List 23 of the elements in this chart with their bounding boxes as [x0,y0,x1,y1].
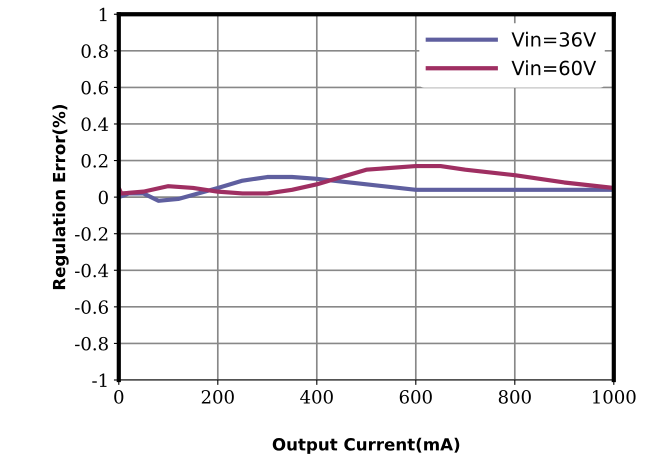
y-tick-label: 0.4 [82,117,108,132]
line-series [118,164,614,196]
x-axis-title: Output Current(mA) [272,438,460,454]
y-axis-title: Regulation Error(%) [52,105,69,290]
y-tick-label: -0.2 [75,227,108,241]
y-tick-label: 0.8 [82,44,108,58]
legend-label: Vin=36V [512,32,596,47]
x-tick-label: 600 [400,390,432,404]
line-series [118,174,614,203]
y-tick-label: 1 [100,8,107,22]
x-tick-label: 0 [114,390,124,404]
y-tick-label: 0.6 [82,80,108,95]
y-tick-label: -0.4 [75,264,108,278]
x-tick-label: 1000 [593,390,636,404]
x-tick-label: 400 [300,390,333,404]
y-tick-label: 0.2 [82,154,108,168]
y-tick-label: -1 [92,373,107,387]
y-tick-label: -0.8 [75,336,108,351]
y-tick-label: 0 [98,190,108,204]
legend-label: Vin=60V [512,60,596,76]
x-tick-label: 800 [498,390,531,404]
x-tick-label: 200 [202,390,234,404]
y-tick-label: -0.6 [75,300,108,314]
